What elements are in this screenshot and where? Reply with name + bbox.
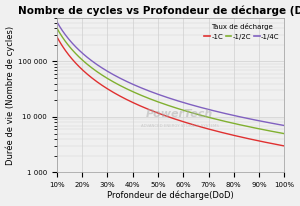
Y-axis label: Durée de vie (Nombre de cycles): Durée de vie (Nombre de cycles) xyxy=(6,26,15,165)
Text: PowerTech: PowerTech xyxy=(146,109,213,119)
X-axis label: Profondeur de décharge(DoD): Profondeur de décharge(DoD) xyxy=(107,191,234,200)
Text: ADVANCED ENERGY STORAGE SYSTEMS: ADVANCED ENERGY STORAGE SYSTEMS xyxy=(141,124,219,128)
Legend: -1C, -1/2C, -1/4C: -1C, -1/2C, -1/4C xyxy=(203,22,281,41)
Title: Nombre de cycles vs Profondeur de décharge (DoD): Nombre de cycles vs Profondeur de déchar… xyxy=(18,6,300,16)
